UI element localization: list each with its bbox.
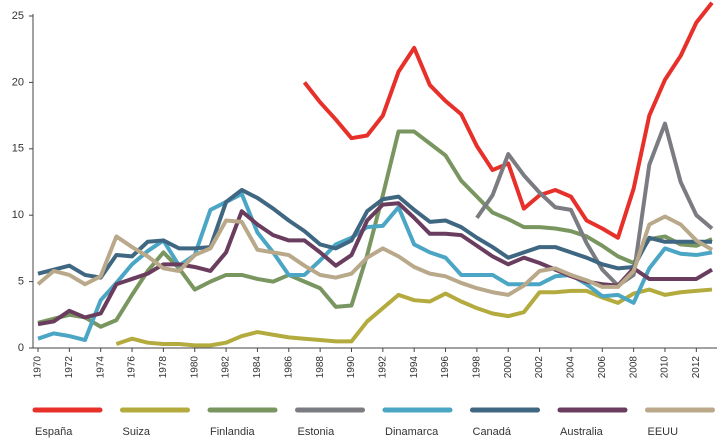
x-tick-label: 1996 [440,356,451,379]
x-tick-label: 1988 [315,356,326,379]
x-tick-label: 1976 [127,356,138,379]
x-tick-label: 1974 [95,356,106,379]
legend-label: Suiza [123,426,151,438]
x-tick-label: 1982 [221,356,232,379]
series-line [475,121,714,288]
x-tick-label: 2004 [566,356,577,379]
x-tick-label: 2010 [660,356,671,379]
legend-label: EEUU [648,426,679,438]
series-line [36,214,714,297]
legend-label: España [35,426,73,438]
x-tick-label: 1978 [158,356,169,379]
plot-area [36,1,714,348]
legend-label: Estonia [298,426,336,438]
x-tick-label: 1970 [33,356,44,379]
x-tick-label: 1998 [472,356,483,379]
y-tick-label: 15 [12,143,24,155]
x-tick-label: 2000 [503,356,514,379]
series-line [37,191,713,343]
x-tick-label: 1972 [64,356,75,379]
legend-label: Australia [560,426,604,438]
x-tick-label: 1986 [283,356,294,379]
series-line [302,1,714,240]
x-tick-label: 1992 [377,356,388,379]
legend-label: Dinamarca [385,426,439,438]
y-tick-label: 5 [18,276,24,288]
series-line [115,287,713,348]
y-tick-label: 10 [12,209,24,221]
legend-label: Finlandia [210,426,256,438]
x-tick-label: 2008 [628,356,639,379]
y-tick-label: 20 [12,76,24,88]
x-tick-label: 1994 [409,356,420,379]
x-tick-label: 2012 [691,356,702,379]
y-tick-label: 0 [18,342,24,354]
x-tick-label: 2002 [534,356,545,379]
x-tick-label: 1980 [189,356,200,379]
legend-label: Canadá [473,426,512,438]
series-line [37,187,712,280]
x-tick-label: 1990 [346,356,357,379]
x-tick-label: 2006 [597,356,608,379]
x-tick-label: 1984 [252,356,263,379]
y-tick-label: 25 [12,10,24,22]
